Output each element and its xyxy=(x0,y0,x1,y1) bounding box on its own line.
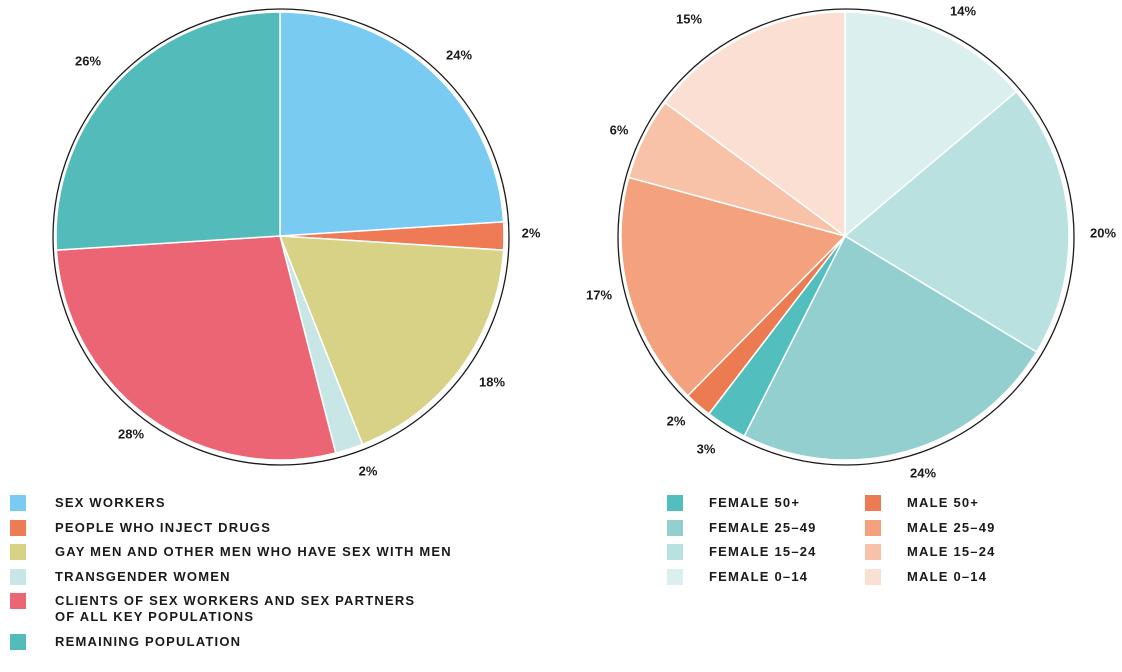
legend-label: FEMALE 0–14 xyxy=(709,568,809,584)
legend-label: MALE 15–24 xyxy=(907,544,996,559)
legend-swatch xyxy=(667,544,683,560)
data-label-male-15-24: 6% xyxy=(610,122,629,137)
data-label-clients-of-sex-workers-and-sex-partners-of-all-key-populations: 28% xyxy=(118,426,144,441)
pie-slice-gay-men-and-other-men-who-have-sex-with-men xyxy=(279,235,505,446)
pie-outline-ring xyxy=(617,8,1075,466)
legend-item-male-25-49: MALE 25–49 xyxy=(865,519,1065,536)
legend-swatch xyxy=(865,568,881,585)
legend-label: PEOPLE WHO INJECT DRUGS xyxy=(55,519,272,535)
data-label-sex-workers: 24% xyxy=(446,47,472,62)
data-label-gay-men-and-other-men-who-have-sex-with-men: 18% xyxy=(479,374,505,389)
legend-item-gay-men-and-other-men-who-have-sex-with-men: GAY MEN AND OTHER MEN WHO HAVE SEX WITH … xyxy=(10,544,452,560)
legend-label: REMAINING POPULATION xyxy=(55,633,242,649)
legend-label: FEMALE 50+ xyxy=(709,495,801,510)
legend-label: SEX WORKERS xyxy=(55,495,166,510)
data-label-remaining-population: 26% xyxy=(75,53,101,68)
legend-item-transgender-women: TRANSGENDER WOMEN xyxy=(10,568,452,585)
legend-item-female-15-24: FEMALE 15–24 xyxy=(667,544,865,560)
data-label-female-15-24: 20% xyxy=(1090,225,1116,240)
legend-item-male-50: MALE 50+ xyxy=(865,495,1065,511)
legend-swatch xyxy=(667,568,683,585)
pie-chart-age-sex: 14% 20% 24% 3% 2% 17% 6% 15% xyxy=(586,3,1116,480)
legend-label: MALE 0–14 xyxy=(907,568,988,584)
pie-chart-key-populations: 24% 2% 18% 2% 28% 26% xyxy=(52,8,541,478)
data-label-male-25-49: 17% xyxy=(586,287,612,302)
pie-slice-sex-workers xyxy=(279,11,505,237)
pie-slice-remaining-population xyxy=(55,11,281,251)
legend-item-clients-of-sex-workers-and-sex-partners-of-all-key-populations: CLIENTS OF SEX WORKERS AND SEX PARTNERS … xyxy=(10,593,452,625)
data-label-people-who-inject-drugs: 2% xyxy=(522,225,541,240)
legend-swatch xyxy=(10,633,26,650)
legend-key-populations: SEX WORKERS PEOPLE WHO INJECT DRUGS GAY ME… xyxy=(10,495,452,658)
legend-swatch xyxy=(865,519,881,536)
pie-slice-female-15-24 xyxy=(844,90,1070,353)
legend-swatch xyxy=(667,519,683,536)
legend-label: MALE 50+ xyxy=(907,495,980,510)
data-label-female-25-49: 24% xyxy=(910,465,936,480)
data-label-transgender-women: 2% xyxy=(359,463,378,478)
legend-item-female-25-49: FEMALE 25–49 xyxy=(667,519,865,536)
pie-slice-male-0-14 xyxy=(664,11,846,237)
legend-label: FEMALE 15–24 xyxy=(709,544,817,559)
legend-label: MALE 25–49 xyxy=(907,519,996,535)
legend-swatch xyxy=(865,544,881,560)
legend-label: GAY MEN AND OTHER MEN WHO HAVE SEX WITH … xyxy=(55,544,452,559)
legend-age-sex: FEMALE 50+ MALE 50+ FEMALE 25–49 MALE 25–49… xyxy=(667,495,1065,585)
legend-swatch xyxy=(10,568,26,585)
legend-item-people-who-inject-drugs: PEOPLE WHO INJECT DRUGS xyxy=(10,519,452,536)
legend-swatch xyxy=(10,495,26,511)
pie-slice-female-0-14 xyxy=(844,11,1018,237)
legend-swatch xyxy=(10,593,26,609)
legend-label: CLIENTS OF SEX WORKERS AND SEX PARTNERS … xyxy=(55,593,416,624)
data-label-female-0-14: 14% xyxy=(950,3,976,18)
pie-outline-ring xyxy=(52,8,510,466)
data-label-male-0-14: 15% xyxy=(676,11,702,26)
legend-item-male-15-24: MALE 15–24 xyxy=(865,544,1065,560)
legend-item-remaining-population: REMAINING POPULATION xyxy=(10,633,452,650)
legend-swatch xyxy=(10,544,26,560)
pie-slice-male-25-49 xyxy=(620,176,846,397)
data-label-female-50: 3% xyxy=(697,441,716,456)
data-label-male-50: 2% xyxy=(667,413,686,428)
legend-item-male-0-14: MALE 0–14 xyxy=(865,568,1065,585)
legend-item-female-0-14: FEMALE 0–14 xyxy=(667,568,865,585)
pie-slice-clients-of-sex-workers-and-sex-partners-of-all-key-populations xyxy=(55,235,337,461)
legend-swatch xyxy=(865,495,881,511)
legend-item-sex-workers: SEX WORKERS xyxy=(10,495,452,511)
legend-swatch xyxy=(10,519,26,536)
legend-label: FEMALE 25–49 xyxy=(709,519,817,535)
legend-item-female-50: FEMALE 50+ xyxy=(667,495,865,511)
legend-label: TRANSGENDER WOMEN xyxy=(55,568,231,584)
legend-swatch xyxy=(667,495,683,511)
